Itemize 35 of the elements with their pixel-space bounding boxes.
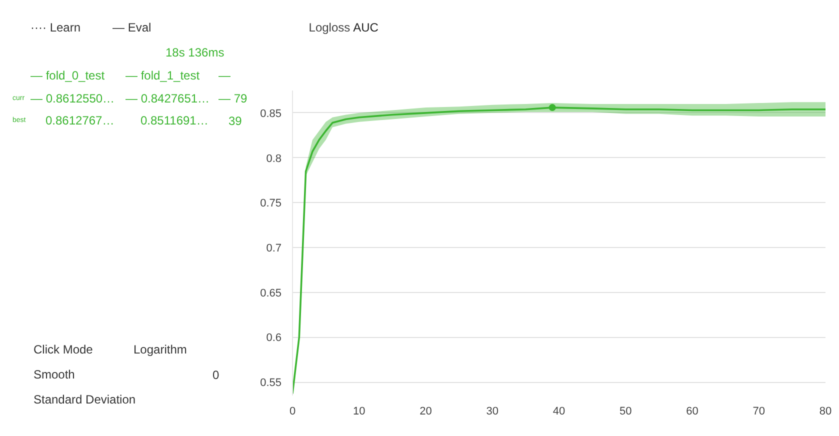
text: ···· Learn [30,20,81,34]
x-tick-label: 40 [552,406,566,418]
text: 39 [228,114,242,128]
x-tick-label: 50 [620,406,632,418]
text: Standard Deviation [34,392,136,406]
y-tick-label: 0.7 [266,242,282,254]
text: 0.8511691… [140,114,208,128]
y-tick-label: 0.75 [260,198,282,210]
text: — 0.8612550… [30,92,115,106]
text: 0.8612767… [46,114,114,128]
text: — [218,68,230,82]
x-tick-label: 70 [752,406,766,418]
x-tick-label: 30 [486,406,499,418]
text: Logarithm [134,342,187,356]
y-tick-label: 0.6 [266,332,282,344]
text: 18s 136ms [166,46,224,60]
x-tick-label: 10 [353,406,366,418]
y-tick-label: 0.55 [260,377,282,390]
text: Click Mode [34,342,94,356]
y-tick-label: 0.65 [260,287,282,300]
x-tick-label: 60 [686,406,698,418]
text: — 0.8427651… [126,92,210,106]
y-tick-label: 0.85 [260,108,282,120]
text: — Eval [112,20,152,34]
y-tick-label: 0.8 [266,152,282,165]
text: Logloss [308,20,350,34]
text: 0 [212,368,220,382]
x-tick-label: 20 [420,406,432,418]
text: — fold_0_test [30,68,106,82]
x-tick-label: 80 [819,406,832,418]
x-tick-label: 0 [289,406,296,418]
text: — fold_1_test [126,68,200,82]
text: — 79 [218,92,248,106]
text: Smooth [34,368,75,382]
chart-title: AUC [353,20,379,34]
